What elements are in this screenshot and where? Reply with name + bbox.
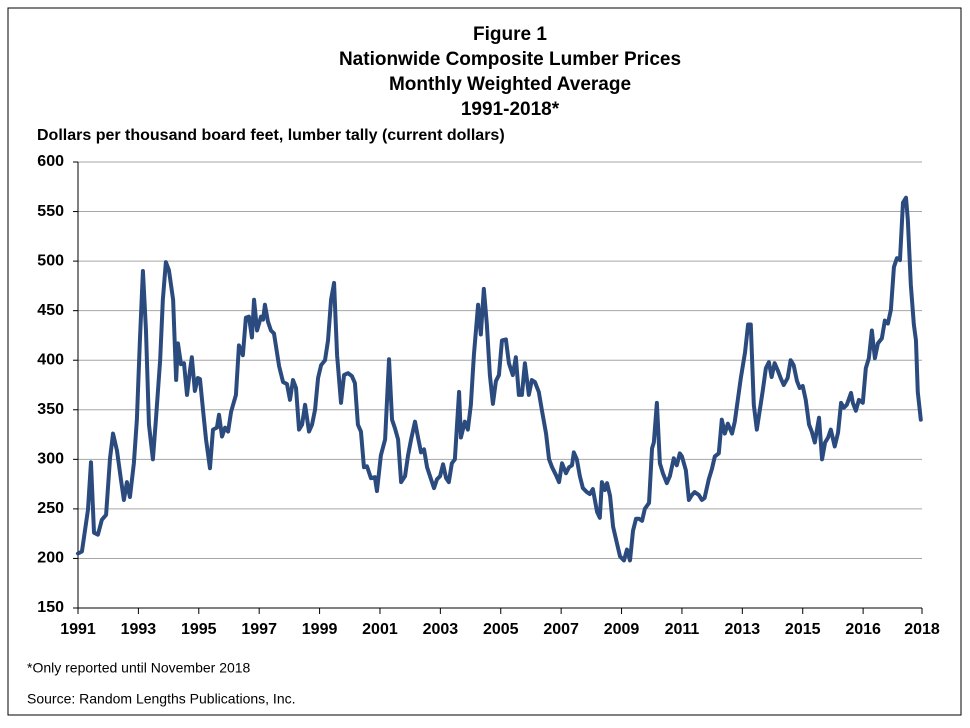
x-tick-label: 2003 [423,621,459,638]
y-tick-label: 550 [37,203,64,220]
y-tick-label: 500 [37,252,64,269]
chart-title: Figure 1 [473,24,547,45]
y-tick-label: 300 [37,451,64,468]
x-tick-label: 2013 [725,621,761,638]
frame [7,7,962,716]
x-tick-label: 2007 [543,621,579,638]
y-tick-label: 600 [37,153,64,170]
y-tick-label: 400 [37,351,64,368]
chart-subtitle: 1991-2018* [461,99,560,120]
x-tick-label: 1991 [60,621,96,638]
x-tick-label: 2016 [845,621,881,638]
source-note: Source: Random Lengths Publications, Inc… [27,691,296,707]
x-tick-label: 1993 [121,621,157,638]
y-tick-label: 200 [37,550,64,567]
x-tick-label: 1997 [241,621,277,638]
chart-subtitle: Nationwide Composite Lumber Prices [339,49,681,70]
y-axis-label: Dollars per thousand board feet, lumber … [37,127,505,144]
y-tick-label: 250 [37,500,64,517]
x-tick-label: 2005 [483,621,519,638]
price-line [76,195,923,563]
x-tick-label: 2009 [604,621,640,638]
chart-subtitle: Monthly Weighted Average [389,74,631,95]
x-tick-label: 2018 [904,621,940,638]
x-tick-label: 1995 [181,621,217,638]
x-tick-label: 1999 [302,621,338,638]
x-tick-label: 2011 [665,621,700,638]
y-tick-label: 350 [37,401,64,418]
y-tick-label: 450 [37,302,64,319]
x-tick-label: 2001 [362,621,398,638]
x-tick-label: 2015 [785,621,821,638]
footnote: *Only reported until November 2018 [27,660,251,676]
y-tick-label: 150 [37,599,64,616]
